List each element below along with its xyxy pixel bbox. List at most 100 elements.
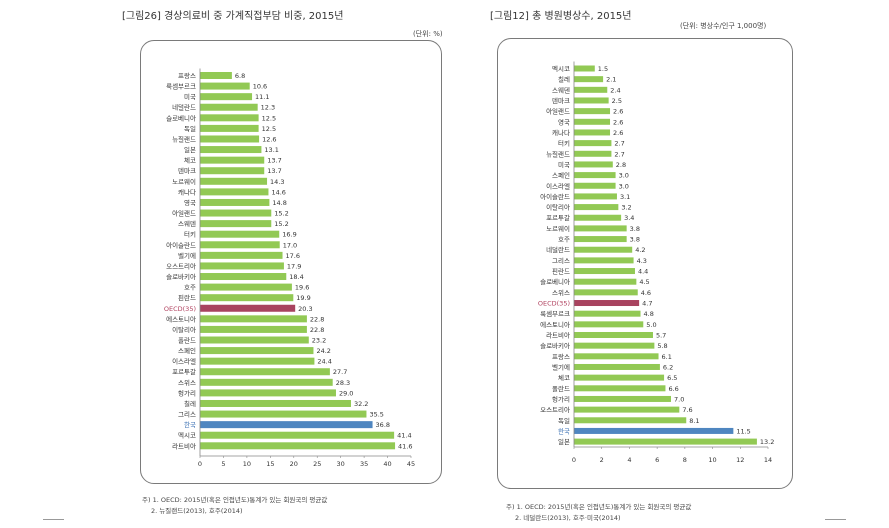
bar	[200, 336, 309, 344]
bar	[200, 315, 307, 323]
value-label: 15.2	[274, 210, 288, 218]
category-label: 스페인	[178, 346, 196, 355]
category-label: 이탈리아	[172, 325, 196, 334]
bar	[574, 257, 634, 264]
value-label: 1.5	[598, 65, 608, 73]
category-label: 칠레	[184, 399, 196, 408]
x-tick-label: 30	[337, 460, 345, 468]
category-label: 노르웨이	[172, 177, 196, 186]
category-label: OECD(35)	[164, 305, 196, 313]
x-tick-label: 8	[683, 456, 687, 464]
value-label: 22.8	[310, 315, 324, 323]
category-label: 그리스	[178, 410, 196, 419]
category-label: 터키	[184, 230, 196, 239]
category-label: 벨기에	[178, 251, 196, 260]
bar	[574, 182, 616, 189]
value-label: 13.1	[264, 146, 278, 154]
bar	[574, 353, 659, 360]
bar	[574, 406, 680, 413]
bar	[574, 161, 613, 168]
category-label: 에스토니아	[540, 320, 570, 329]
bar	[574, 140, 612, 147]
category-label: 슬로바키아	[540, 341, 570, 350]
category-label: 영국	[184, 198, 196, 207]
value-label: 5.0	[646, 321, 656, 329]
bar	[200, 114, 259, 122]
footnote-right-2: 2. 네덜란드(2013), 호주·미국(2014)	[515, 514, 621, 522]
x-tick-label: 5	[221, 460, 225, 468]
value-label: 2.6	[613, 108, 623, 116]
category-label: 스위스	[552, 289, 570, 297]
value-label: 3.0	[619, 172, 629, 180]
bar	[574, 86, 608, 93]
value-label: 20.3	[298, 305, 312, 313]
value-label: 6.8	[235, 72, 245, 80]
value-label: 3.2	[621, 204, 631, 212]
value-label: 2.6	[613, 118, 623, 126]
value-label: 17.9	[287, 262, 301, 270]
value-label: 27.7	[333, 368, 347, 376]
bar	[574, 118, 611, 125]
category-label: 슬로바키아	[166, 272, 196, 281]
chart-frame-right	[497, 38, 793, 489]
bar	[574, 214, 622, 221]
bar	[200, 410, 367, 418]
value-label: 12.3	[261, 104, 275, 112]
bar	[200, 357, 315, 365]
value-label: 4.7	[642, 300, 652, 308]
bar	[200, 135, 260, 143]
bar	[200, 209, 272, 217]
bar	[574, 363, 660, 370]
chart-caption-left: [그림26] 경상의료비 중 가계직접부담 비중, 2015년	[122, 11, 344, 22]
bar	[200, 188, 269, 196]
bar	[574, 97, 609, 104]
bar	[200, 93, 253, 101]
bar	[574, 204, 619, 211]
category-label: 네덜란드	[172, 103, 196, 112]
bar	[200, 230, 280, 238]
value-label: 22.8	[310, 326, 324, 334]
category-label: 포르투갈	[546, 214, 570, 222]
x-tick-label: 45	[407, 460, 415, 468]
bar	[574, 300, 640, 307]
value-label: 3.4	[624, 214, 634, 222]
value-label: 11.1	[255, 93, 269, 101]
value-label: 2.1	[606, 76, 616, 84]
chart-frame-left	[140, 40, 442, 484]
crop-mark	[43, 519, 64, 520]
value-label: 2.8	[616, 161, 626, 169]
bar	[574, 310, 641, 317]
bar	[200, 273, 287, 281]
category-label: 미국	[558, 160, 570, 169]
bar	[574, 193, 617, 200]
value-label: 14.8	[272, 199, 286, 207]
footnote-left-1: 주) 1. OECD: 2015년(혹은 인접년도)통계가 있는 회원국의 평균…	[142, 496, 328, 504]
footnote-right-1: 주) 1. OECD: 2015년(혹은 인접년도)통계가 있는 회원국의 평균…	[506, 503, 692, 511]
category-label: 이스라엘	[172, 357, 196, 366]
bar	[574, 427, 734, 434]
bar	[200, 262, 284, 270]
category-label: 벨기에	[552, 362, 570, 371]
category-label: 아일랜드	[546, 107, 570, 116]
category-label: 스웨덴	[178, 219, 196, 228]
bar	[574, 438, 757, 445]
category-label: 아이슬란드	[166, 240, 196, 249]
bar	[200, 325, 307, 333]
bar	[200, 347, 314, 355]
bar	[574, 289, 638, 296]
value-label: 15.2	[274, 220, 288, 228]
category-label: 아이슬란드	[540, 192, 570, 201]
bar	[200, 220, 272, 228]
value-label: 41.6	[398, 442, 412, 450]
bar	[574, 65, 595, 72]
value-label: 41.4	[397, 432, 411, 440]
category-label: 일본	[184, 145, 196, 154]
bar	[574, 150, 612, 157]
category-label: 라트비아	[172, 441, 196, 450]
value-label: 24.2	[316, 347, 330, 355]
bar	[200, 389, 336, 397]
value-label: 6.5	[667, 374, 677, 382]
value-label: 28.3	[336, 379, 350, 387]
bar	[574, 278, 637, 285]
category-label: 프랑스	[178, 72, 196, 80]
